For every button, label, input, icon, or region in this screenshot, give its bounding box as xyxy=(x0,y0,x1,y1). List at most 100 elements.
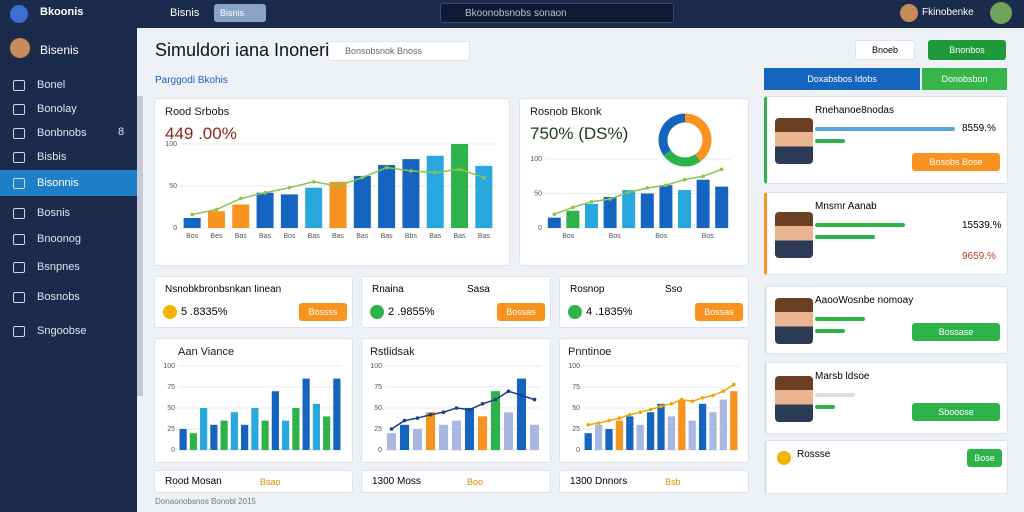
nav-item[interactable]: Bnoonog xyxy=(0,226,137,252)
point xyxy=(732,382,736,387)
nav-item[interactable]: Bisbis xyxy=(0,144,137,170)
bar xyxy=(477,416,488,450)
chart: 0 25 50 75 100 xyxy=(370,363,541,454)
pie-slice xyxy=(658,113,686,156)
person-value: 15539.% xyxy=(962,220,1002,231)
point xyxy=(700,396,705,400)
scrollbar xyxy=(137,96,143,396)
tab[interactable]: Donobsbon xyxy=(922,68,1007,90)
point xyxy=(493,397,498,402)
person-button[interactable]: Bosobs Bose xyxy=(912,153,1000,171)
chart: 0 50 100 Bos Bes Bas Bas Bos Bas Bas Bas Bas Bbs Bas B… xyxy=(165,141,496,240)
bar xyxy=(698,403,707,450)
headline: 449 .00% xyxy=(165,124,237,143)
nav-item[interactable]: Bonolay xyxy=(0,96,137,122)
nav-item[interactable]: Bosnis xyxy=(0,200,137,226)
point xyxy=(238,196,243,201)
kpi-dot xyxy=(163,305,177,319)
line xyxy=(391,390,535,430)
point xyxy=(454,406,459,410)
user-name[interactable]: Fkinobenke xyxy=(922,7,974,18)
bar xyxy=(730,391,738,450)
bar xyxy=(516,378,527,450)
point xyxy=(506,389,511,393)
search[interactable]: Bkoonobsnobs sonaon xyxy=(440,3,674,23)
bar xyxy=(603,196,617,228)
y-tick-label: 50 xyxy=(167,405,175,412)
x-tick-label: Bos xyxy=(609,233,622,240)
x-tick-label: Bos xyxy=(186,233,199,240)
person-button[interactable]: Bossase xyxy=(912,323,1000,341)
point xyxy=(519,393,524,398)
mini-value: Bsao xyxy=(260,477,281,487)
bar xyxy=(378,165,396,228)
avatar xyxy=(775,118,813,164)
nav-item[interactable]: Bonbnobs xyxy=(0,120,137,146)
x-tick-label: Bos xyxy=(562,233,575,240)
tab[interactable]: Doxabsbos Idobs xyxy=(764,68,920,90)
dropdown[interactable]: Bisnis xyxy=(214,4,266,22)
bar xyxy=(305,187,323,228)
mini-value: Boo xyxy=(467,477,484,487)
point xyxy=(607,418,611,423)
bar xyxy=(636,424,644,450)
point xyxy=(721,389,726,393)
progress xyxy=(815,139,845,143)
nav-item[interactable]: Bosnobs xyxy=(0,284,137,310)
filter[interactable]: Bonsobsnok Bnoss xyxy=(328,41,470,61)
point xyxy=(690,399,694,404)
bar xyxy=(451,420,462,450)
kpi-button[interactable]: Bossas xyxy=(695,303,743,321)
bar xyxy=(677,190,692,228)
point xyxy=(659,404,663,409)
x-tick-label: Bas xyxy=(454,233,467,240)
y-tick-label: 50 xyxy=(374,405,382,412)
point xyxy=(586,423,590,427)
profile[interactable] xyxy=(990,2,1012,24)
icon xyxy=(13,292,25,303)
y-tick-label: 100 xyxy=(163,363,175,370)
chart: 0 50 100 Bos Bos Bos Bos xyxy=(530,156,731,240)
nav-item[interactable]: Sngoobse xyxy=(0,318,137,344)
person-value: 9659.% xyxy=(962,251,996,262)
bar xyxy=(312,403,320,450)
y-tick-label: 0 xyxy=(538,225,542,232)
button[interactable]: Bnonbos xyxy=(928,40,1006,60)
nav-item[interactable]: Bsnpnes xyxy=(0,254,137,280)
person-card: Rossse Bose xyxy=(764,440,1008,494)
kpi-label: Sso xyxy=(665,284,683,295)
point xyxy=(428,412,433,417)
point xyxy=(596,421,601,425)
bar xyxy=(353,175,371,228)
chart-card xyxy=(519,98,749,266)
kpi-button[interactable]: Bossss xyxy=(299,303,347,321)
mini-title: 1300 Dnnors xyxy=(570,476,628,487)
progress xyxy=(815,405,835,409)
point xyxy=(263,190,267,195)
point xyxy=(701,174,705,179)
x-tick-label: Bas xyxy=(235,233,248,240)
avatar xyxy=(10,38,30,58)
nav-item[interactable]: Bisonnis xyxy=(0,170,137,196)
y-tick-label: 50 xyxy=(534,191,542,198)
point xyxy=(669,402,674,406)
avatar[interactable] xyxy=(900,4,918,22)
bar xyxy=(207,211,225,228)
y-tick-label: 0 xyxy=(576,447,580,454)
menu[interactable]: Bisnis xyxy=(170,7,200,19)
button[interactable]: Bnoeb xyxy=(855,40,915,60)
point xyxy=(628,412,632,417)
x-tick-label: Bas xyxy=(356,233,369,240)
person-button[interactable]: Sbooose xyxy=(912,403,1000,421)
sidebar: Bisenis 8 Bonel Bonolay Bonbnobs Bisbis Biso… xyxy=(0,28,137,512)
nav-item[interactable]: Bonel xyxy=(0,72,137,98)
point xyxy=(645,186,650,190)
chart-title: Rosnob Bkonk xyxy=(530,106,602,118)
x-tick-label: Bas xyxy=(381,233,394,240)
kpi-button[interactable]: Bossas xyxy=(497,303,545,321)
point xyxy=(214,207,219,212)
person-button[interactable]: Bose xyxy=(967,449,1002,467)
subtitle: Parggodi Bkohis xyxy=(155,75,228,86)
bar xyxy=(200,408,208,450)
footer: Donaonobsnos Bonobl 2015 xyxy=(155,497,256,506)
